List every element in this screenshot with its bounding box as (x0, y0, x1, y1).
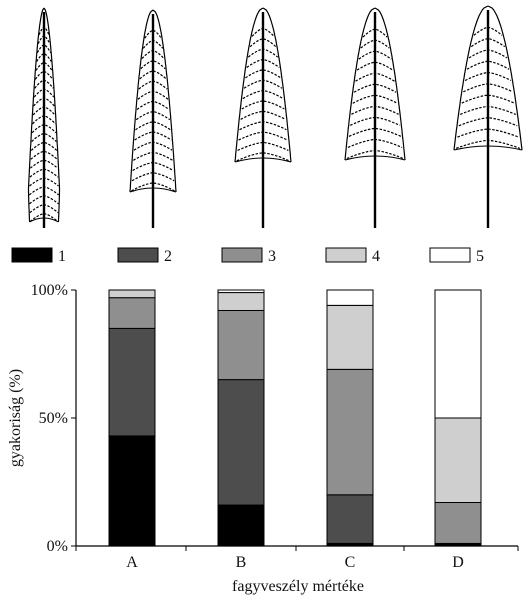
leaf-shape-5 (453, 5, 523, 228)
x-tick-label: C (345, 554, 356, 571)
bar-segment-A-3 (108, 297, 156, 329)
bar-segment-D-4 (434, 417, 482, 503)
bar-segment-A-2 (108, 327, 156, 437)
bar-segment-B-5 (217, 289, 265, 294)
legend-swatch (221, 247, 263, 263)
leaf-shape-3 (234, 7, 292, 228)
y-tick-label: 100% (31, 282, 68, 299)
bar-segment-D-3 (434, 501, 482, 544)
leaf-illustrations (27, 5, 523, 228)
axes: 0% 50% 100% A B C D (31, 282, 519, 571)
bar-segment-B-4 (217, 292, 265, 311)
legend-swatch (429, 247, 471, 263)
legend-label: 1 (58, 248, 66, 265)
x-tick-label: B (236, 554, 247, 571)
y-axis-label: gyakoriság (%) (7, 369, 24, 467)
legend-item-5: 5 (429, 247, 484, 265)
bar-B (217, 289, 265, 547)
bars (108, 289, 482, 547)
bar-segment-B-3 (217, 309, 265, 381)
leaf-shape-1 (27, 7, 61, 228)
legend-item-2: 2 (117, 247, 172, 265)
leaf-shape-2 (129, 9, 177, 228)
legend-item-4: 4 (325, 247, 380, 265)
legend-swatch (117, 247, 159, 263)
bar-D (434, 289, 482, 547)
legend-swatch (325, 247, 367, 263)
legend-item-3: 3 (221, 247, 276, 265)
bar-C (326, 289, 374, 547)
bar-segment-A-1 (108, 435, 156, 547)
legend-item-1: 1 (11, 247, 66, 265)
bar-A (108, 289, 156, 547)
bar-segment-B-2 (217, 379, 265, 506)
legend: 1 2 3 4 5 (11, 247, 484, 265)
y-tick-label: 50% (39, 410, 68, 427)
legend-label: 3 (268, 248, 276, 265)
legend-label: 4 (372, 248, 380, 265)
legend-swatch (11, 247, 53, 263)
legend-label: 2 (164, 248, 172, 265)
bar-segment-C-2 (326, 494, 374, 544)
y-tick-label: 0% (47, 538, 68, 555)
legend-label: 5 (476, 248, 484, 265)
bar-segment-C-4 (326, 304, 374, 370)
bar-segment-D-5 (434, 289, 482, 419)
x-axis-label: fagyveszély mértéke (232, 578, 364, 595)
bar-segment-C-3 (326, 368, 374, 496)
x-tick-label: D (452, 554, 464, 571)
x-tick-label: A (126, 554, 138, 571)
bar-segment-C-5 (326, 289, 374, 306)
bar-segment-A-4 (108, 289, 156, 299)
bar-segment-B-1 (217, 504, 265, 547)
chart-area: 0% 50% 100% A B C D gyakoriság (%) fagyveszély… (7, 282, 519, 595)
leaf-shape-4 (344, 7, 406, 228)
